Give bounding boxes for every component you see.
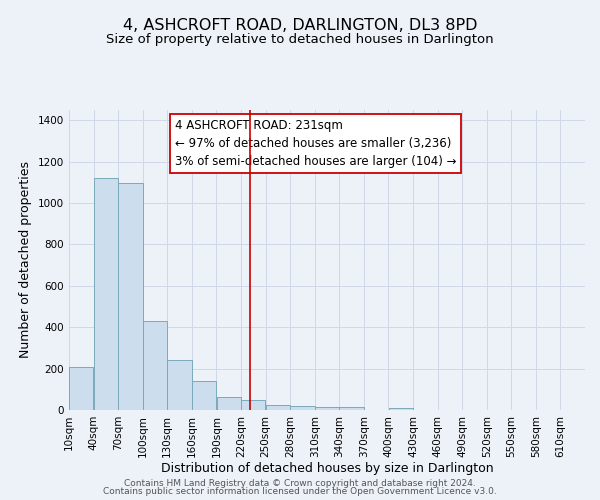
Bar [118, 184, 143, 410]
Bar [290, 406, 314, 410]
Bar [69, 366, 94, 410]
Text: Contains public sector information licensed under the Open Government Licence v3: Contains public sector information licen… [103, 487, 497, 496]
Text: Contains HM Land Registry data © Crown copyright and database right 2024.: Contains HM Land Registry data © Crown c… [124, 478, 476, 488]
Y-axis label: Number of detached properties: Number of detached properties [19, 162, 32, 358]
Text: 4 ASHCROFT ROAD: 231sqm
← 97% of detached houses are smaller (3,236)
3% of semi-: 4 ASHCROFT ROAD: 231sqm ← 97% of detache… [175, 119, 456, 168]
Bar [266, 405, 290, 410]
Bar [143, 321, 167, 410]
Bar [217, 396, 241, 410]
Text: 4, ASHCROFT ROAD, DARLINGTON, DL3 8PD: 4, ASHCROFT ROAD, DARLINGTON, DL3 8PD [123, 18, 477, 32]
Bar [389, 408, 413, 410]
Bar [241, 400, 265, 410]
Text: Size of property relative to detached houses in Darlington: Size of property relative to detached ho… [106, 32, 494, 46]
Bar [340, 407, 364, 410]
Bar [94, 178, 118, 410]
X-axis label: Distribution of detached houses by size in Darlington: Distribution of detached houses by size … [161, 462, 493, 475]
Bar [167, 360, 191, 410]
Bar [192, 381, 216, 410]
Bar [315, 407, 339, 410]
